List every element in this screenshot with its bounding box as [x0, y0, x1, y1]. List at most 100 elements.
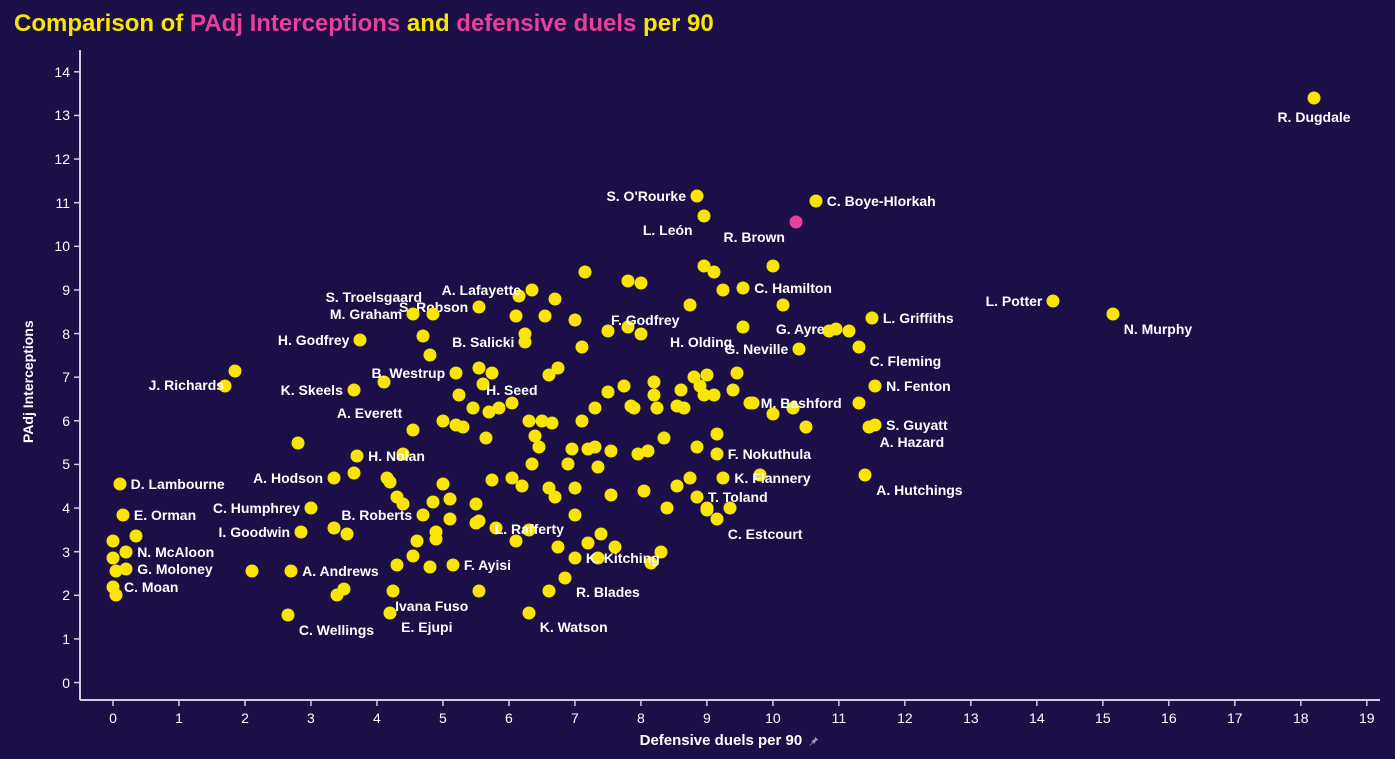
x-tick-label: 8: [637, 710, 645, 726]
scatter-point-labeled: [1308, 91, 1321, 104]
scatter-point: [621, 321, 634, 334]
scatter-point: [562, 458, 575, 471]
scatter-point-labeled: [737, 281, 750, 294]
scatter-point: [727, 384, 740, 397]
x-tick-label: 11: [832, 710, 847, 726]
scatter-point: [565, 443, 578, 456]
scatter-point: [549, 292, 562, 305]
y-tick-label: 3: [62, 544, 70, 560]
scatter-point: [377, 375, 390, 388]
scatter-point: [575, 414, 588, 427]
scatter-point: [753, 469, 766, 482]
scatter-point: [486, 473, 499, 486]
scatter-point-labeled: [697, 209, 710, 222]
scatter-point-labeled: [328, 471, 341, 484]
scatter-point-labeled: [568, 552, 581, 565]
scatter-point: [786, 401, 799, 414]
y-tick-label: 11: [55, 195, 70, 211]
scatter-point-labeled: [113, 478, 126, 491]
scatter-point: [341, 528, 354, 541]
scatter-point: [493, 401, 506, 414]
scatter-point: [601, 386, 614, 399]
scatter-point: [552, 541, 565, 554]
scatter-point: [397, 497, 410, 510]
x-tick-label: 3: [307, 710, 315, 726]
scatter-point: [506, 397, 519, 410]
scatter-point: [106, 552, 119, 565]
scatter-point: [522, 414, 535, 427]
scatter-point-labeled: [354, 334, 367, 347]
scatter-point-labeled: [473, 301, 486, 314]
scatter-point: [601, 325, 614, 338]
pin-icon: [806, 734, 820, 748]
scatter-point-labeled: [1047, 294, 1060, 307]
y-tick-label: 6: [62, 413, 70, 429]
scatter-point-labeled: [427, 307, 440, 320]
scatter-point-labeled: [347, 384, 360, 397]
scatter-point-labeled: [116, 508, 129, 521]
scatter-point-labeled: [384, 606, 397, 619]
scatter-point-labeled: [793, 342, 806, 355]
scatter-point: [469, 497, 482, 510]
scatter-point-labeled: [684, 299, 697, 312]
scatter-point: [852, 397, 865, 410]
scatter-point: [568, 482, 581, 495]
scatter-point: [387, 584, 400, 597]
scatter-point-labeled: [407, 307, 420, 320]
scatter-point: [473, 515, 486, 528]
scatter-point-labeled: [717, 471, 730, 484]
scatter-point: [671, 480, 684, 493]
scatter-point: [776, 299, 789, 312]
scatter-point: [423, 560, 436, 573]
scatter-point: [486, 366, 499, 379]
scatter-point-labeled: [691, 491, 704, 504]
scatter-point-labeled: [737, 321, 750, 334]
x-tick-label: 1: [175, 710, 183, 726]
y-axis-label: PAdj Interceptions: [20, 320, 36, 443]
scatter-point-labeled: [865, 312, 878, 325]
scatter-point-labeled: [710, 447, 723, 460]
scatter-point-labeled: [1106, 307, 1119, 320]
y-tick-label: 4: [62, 500, 70, 516]
scatter-point: [545, 416, 558, 429]
scatter-point: [628, 401, 641, 414]
x-axis-label: Defensive duels per 90: [640, 732, 821, 749]
scatter-point: [641, 445, 654, 458]
y-tick-label: 7: [62, 369, 70, 385]
scatter-point: [588, 440, 601, 453]
scatter-point: [595, 528, 608, 541]
y-tick-label: 9: [62, 282, 70, 298]
scatter-point-labeled: [809, 194, 822, 207]
scatter-point: [661, 502, 674, 515]
scatter-point: [130, 530, 143, 543]
scatter-point: [539, 310, 552, 323]
scatter-point-labeled: [446, 558, 459, 571]
y-tick-label: 10: [54, 238, 70, 254]
chart-title: Comparison of PAdj Interceptions and def…: [14, 10, 714, 38]
scatter-point: [466, 401, 479, 414]
scatter-point-labeled: [417, 508, 430, 521]
scatter-point: [710, 427, 723, 440]
scatter-point-labeled: [859, 469, 872, 482]
scatter-point: [766, 408, 779, 421]
scatter-point-labeled: [862, 421, 875, 434]
scatter-point: [245, 565, 258, 578]
scatter-point: [430, 532, 443, 545]
scatter-point: [509, 310, 522, 323]
scatter-point-labeled: [351, 449, 364, 462]
scatter-point-labeled: [281, 608, 294, 621]
scatter-point-labeled: [285, 565, 298, 578]
scatter-point-labeled: [522, 606, 535, 619]
scatter-point-labeled: [852, 340, 865, 353]
scatter-point-labeled: [120, 563, 133, 576]
scatter-point-labeled: [526, 283, 539, 296]
scatter-point-labeled: [869, 379, 882, 392]
scatter-point-labeled: [473, 584, 486, 597]
scatter-point: [436, 414, 449, 427]
scatter-point: [436, 478, 449, 491]
x-tick-label: 2: [241, 710, 249, 726]
x-tick-label: 13: [963, 710, 979, 726]
scatter-point: [575, 340, 588, 353]
x-tick-label: 12: [897, 710, 913, 726]
scatter-point: [410, 534, 423, 547]
